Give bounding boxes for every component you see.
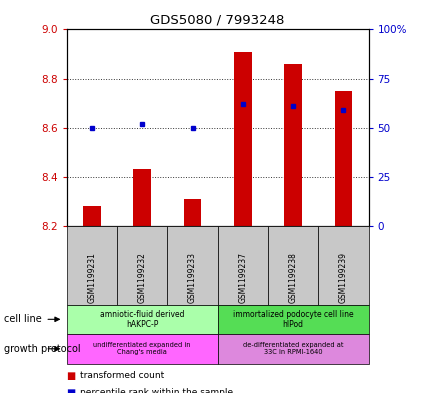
Text: immortalized podocyte cell line
hIPod: immortalized podocyte cell line hIPod — [232, 310, 353, 329]
Bar — [284, 64, 301, 226]
Text: percentile rank within the sample: percentile rank within the sample — [80, 388, 232, 393]
Text: GSM1199232: GSM1199232 — [138, 252, 146, 303]
Text: GSM1199233: GSM1199233 — [187, 252, 197, 303]
Bar — [183, 199, 201, 226]
Text: cell line: cell line — [4, 314, 42, 324]
Text: amniotic-fluid derived
hAKPC-P: amniotic-fluid derived hAKPC-P — [100, 310, 184, 329]
Bar — [233, 51, 251, 226]
Text: undifferentiated expanded in
Chang's media: undifferentiated expanded in Chang's med… — [93, 342, 190, 355]
Text: GSM1199231: GSM1199231 — [87, 252, 96, 303]
Text: GSM1199239: GSM1199239 — [338, 252, 347, 303]
Bar — [83, 206, 101, 226]
Text: ■: ■ — [67, 371, 79, 380]
Text: GSM1199238: GSM1199238 — [288, 252, 297, 303]
Text: ■: ■ — [67, 388, 79, 393]
Bar — [334, 91, 351, 226]
Title: GDS5080 / 7993248: GDS5080 / 7993248 — [150, 14, 284, 27]
Text: transformed count: transformed count — [80, 371, 163, 380]
Text: growth protocol: growth protocol — [4, 344, 81, 354]
Text: de-differentiated expanded at
33C in RPMI-1640: de-differentiated expanded at 33C in RPM… — [242, 342, 343, 355]
Text: GSM1199237: GSM1199237 — [238, 252, 247, 303]
Bar — [133, 169, 150, 226]
